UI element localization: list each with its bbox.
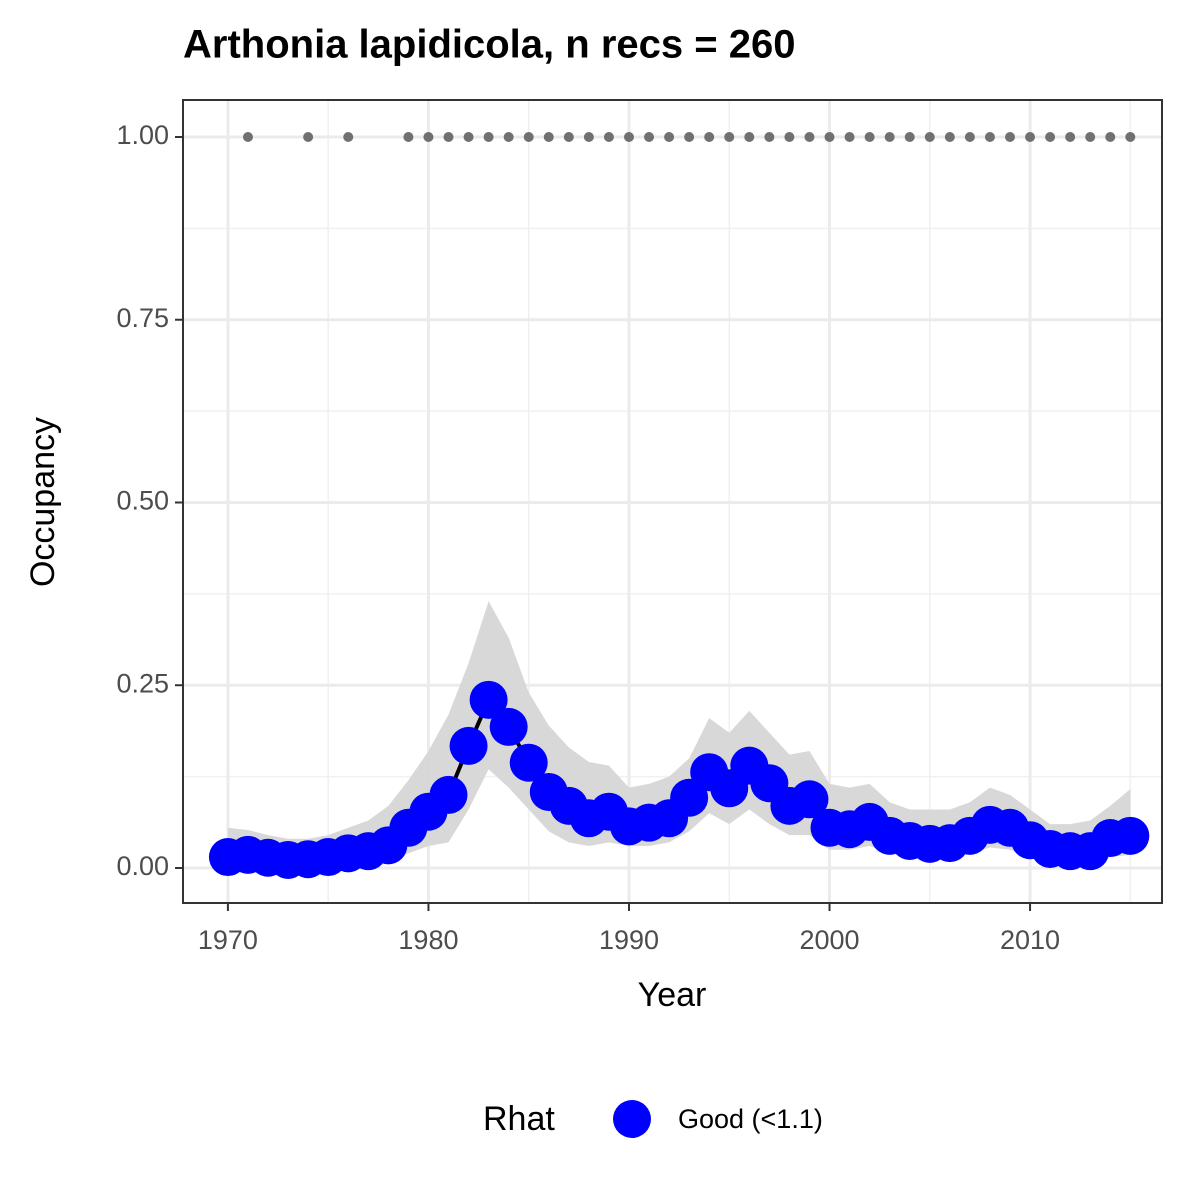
data-point [1111, 816, 1150, 855]
record-point [804, 131, 815, 142]
record-point [744, 131, 755, 142]
record-point [904, 131, 915, 142]
y-axis-title: Occupancy [24, 417, 62, 587]
data-point [469, 680, 508, 719]
data-point [790, 780, 829, 819]
record-point [1125, 131, 1136, 142]
record-point [824, 131, 835, 142]
record-point [924, 131, 935, 142]
record-point [603, 131, 614, 142]
record-point [1105, 131, 1116, 142]
record-point [543, 131, 554, 142]
record-point [964, 131, 975, 142]
y-tick-label: 0.00 [116, 851, 169, 881]
record-point [1085, 131, 1096, 142]
data-point [429, 775, 468, 814]
record-point [684, 131, 695, 142]
record-point [1045, 131, 1056, 142]
data-point [670, 778, 709, 817]
data-point [509, 743, 548, 782]
record-point [704, 131, 715, 142]
record-point [944, 131, 955, 142]
x-tick-label: 1970 [198, 925, 258, 955]
record-point [303, 131, 314, 142]
x-tick-label: 2010 [1000, 925, 1060, 955]
record-point [884, 131, 895, 142]
y-tick-label: 0.50 [116, 486, 169, 516]
x-tick-label: 1990 [599, 925, 659, 955]
record-point [343, 131, 354, 142]
record-point [503, 131, 514, 142]
x-axis-title: Year [638, 976, 707, 1014]
record-point [664, 131, 675, 142]
record-point [864, 131, 875, 142]
record-point [443, 131, 454, 142]
legend-swatch [613, 1100, 651, 1138]
record-point [463, 131, 474, 142]
record-point [403, 131, 414, 142]
record-point [784, 131, 795, 142]
record-point [724, 131, 735, 142]
record-point [423, 131, 434, 142]
data-point [489, 707, 528, 746]
y-tick-label: 0.25 [116, 668, 169, 698]
x-tick-label: 1980 [398, 925, 458, 955]
legend-label: Good (<1.1) [678, 1104, 823, 1134]
record-point [1065, 131, 1076, 142]
record-point [1025, 131, 1036, 142]
record-point [844, 131, 855, 142]
legend-title: Rhat [483, 1100, 555, 1138]
record-point [1004, 131, 1015, 142]
data-point [449, 726, 488, 765]
record-point [764, 131, 775, 142]
x-tick-label: 2000 [799, 925, 859, 955]
record-point [984, 131, 995, 142]
y-tick-label: 1.00 [116, 120, 169, 150]
record-point [242, 131, 253, 142]
record-point [523, 131, 534, 142]
plot-area: 1970 1980 1990 2000 2010 0.00 0.25 0.50 0.75 1.00 [116, 99, 1163, 955]
record-point [623, 131, 634, 142]
record-point [644, 131, 655, 142]
record-point [563, 131, 574, 142]
legend: Rhat Good (<1.1) [483, 1100, 823, 1138]
record-point [483, 131, 494, 142]
y-tick-label: 0.75 [116, 303, 169, 333]
chart-title: Arthonia lapidicola, n recs = 260 [183, 23, 795, 67]
record-point [583, 131, 594, 142]
panel-border [182, 99, 1163, 904]
